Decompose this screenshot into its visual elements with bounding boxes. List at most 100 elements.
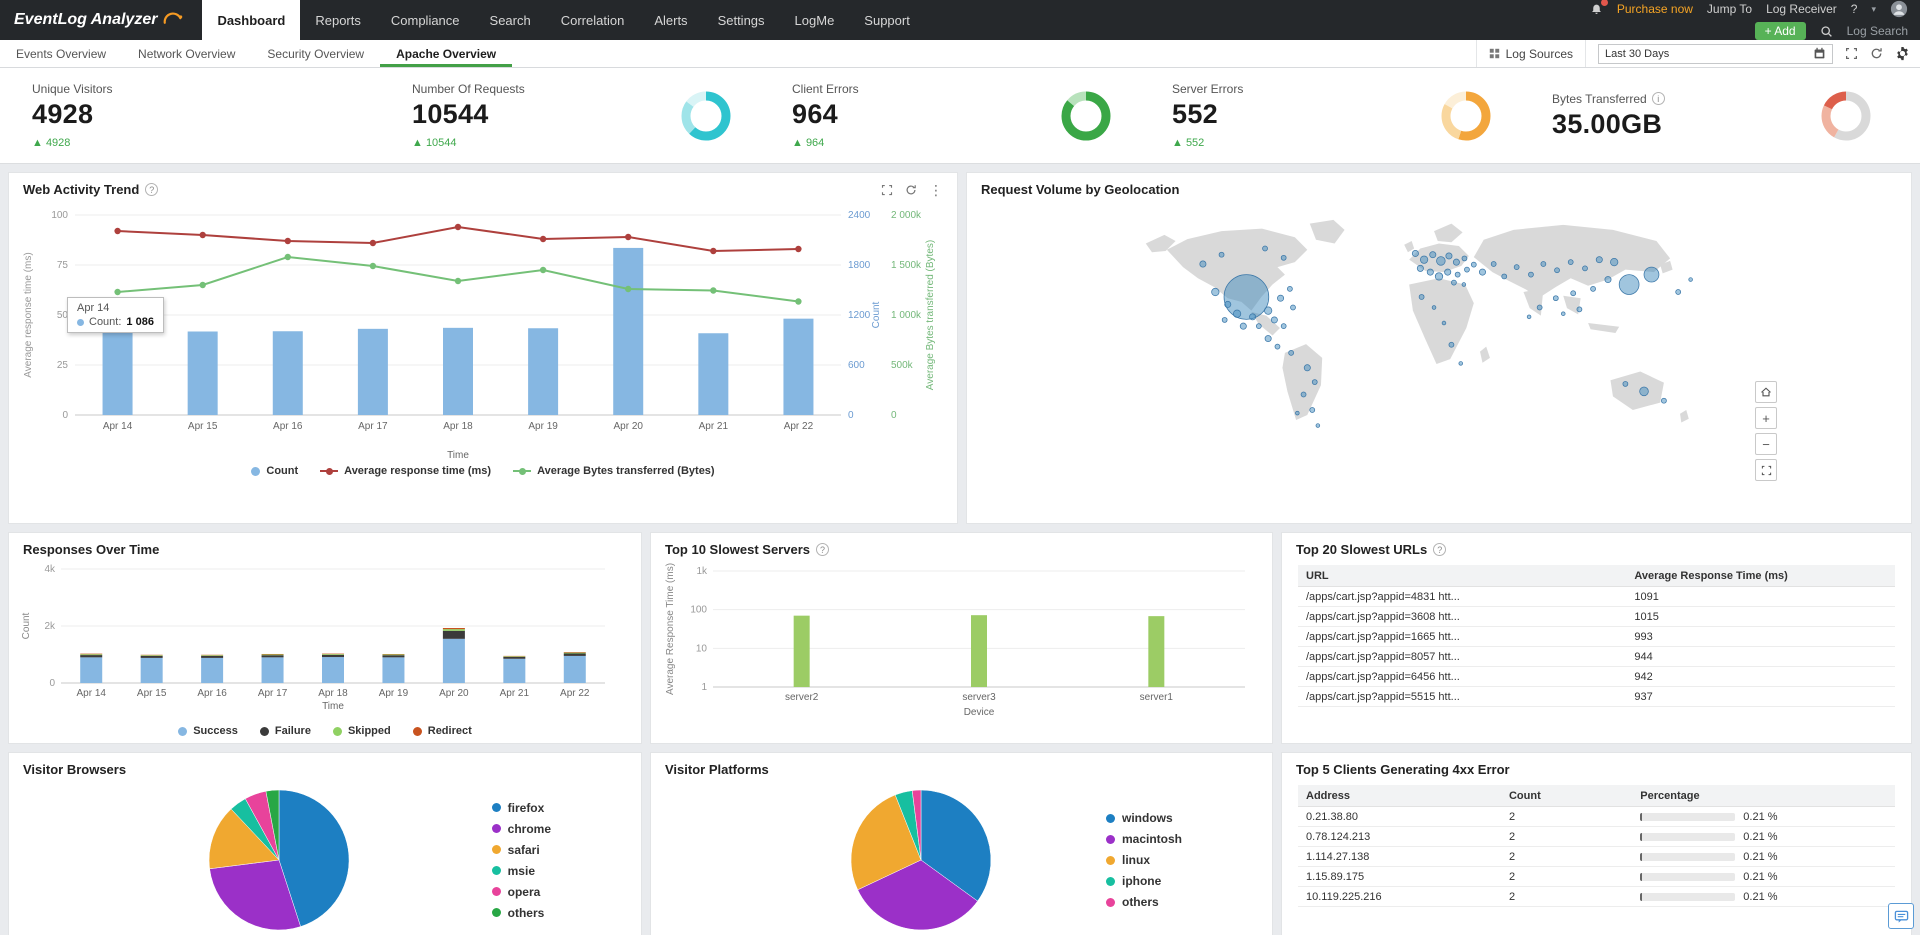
maximize-icon[interactable] [881, 184, 893, 196]
svg-text:Average Response Time (ms): Average Response Time (ms) [665, 563, 676, 695]
nav-item-logme[interactable]: LogMe [794, 12, 835, 28]
calendar-icon[interactable] [1813, 47, 1826, 60]
log-search-link[interactable]: Log Search [1846, 24, 1908, 38]
client-table-row[interactable]: 1.15.89.175 2 0.21 % [1298, 867, 1895, 887]
legend-item-chrome[interactable]: chrome [491, 822, 551, 836]
legend-item-macintosh[interactable]: macintosh [1105, 832, 1182, 846]
legend-item-success[interactable]: Success [178, 725, 238, 737]
feedback-chat-button[interactable] [1888, 903, 1914, 929]
map-fit-button[interactable] [1755, 459, 1777, 481]
stat-delta: ▲ 552 [1172, 137, 1205, 149]
tab-network-overview[interactable]: Network Overview [138, 46, 236, 61]
stat-label: Unique Visitors [32, 82, 113, 96]
stat-value: 552 [1172, 99, 1218, 129]
legend-item-msie[interactable]: msie [491, 864, 551, 878]
add-button[interactable]: + Add [1754, 22, 1806, 40]
gear-icon[interactable] [1895, 46, 1910, 61]
legend-item-skipped[interactable]: Skipped [332, 725, 391, 737]
svg-text:1k: 1k [696, 566, 708, 577]
nav-item-search[interactable]: Search [489, 12, 531, 28]
svg-text:1200: 1200 [848, 310, 871, 321]
legend-item-firefox[interactable]: firefox [491, 801, 551, 815]
legend-item-failure[interactable]: Failure [259, 725, 311, 737]
percentage-value: 0.21 % [1743, 870, 1778, 883]
question-icon[interactable]: ? [816, 543, 829, 556]
info-icon[interactable]: i [1651, 92, 1665, 105]
legend-item-opera[interactable]: opera [491, 885, 551, 899]
nav-item-correlation[interactable]: Correlation [560, 12, 625, 28]
fullscreen-icon[interactable] [1845, 47, 1858, 60]
legend-item-safari[interactable]: safari [491, 843, 551, 857]
log-sources-button[interactable]: Log Sources [1475, 40, 1586, 67]
responses-legend: Success Failure Skipped Redirect [9, 725, 641, 737]
nav-item-dashboard[interactable]: Dashboard [202, 0, 301, 40]
legend-item-iphone[interactable]: iphone [1105, 874, 1182, 888]
panel-title: Visitor Platforms [665, 762, 769, 777]
stat-client-errors: Client Errors 964 ▲ 964 [770, 68, 1150, 163]
tab-events-overview[interactable]: Events Overview [16, 46, 107, 61]
search-icon[interactable] [1820, 25, 1833, 38]
client-table-row[interactable]: 0.78.124.213 2 0.21 % [1298, 827, 1895, 847]
tab-security-overview[interactable]: Security Overview [267, 46, 365, 61]
bell-icon[interactable] [1590, 0, 1608, 16]
svg-text:Apr 15: Apr 15 [188, 421, 218, 432]
svg-text:Count: Count [21, 612, 32, 639]
kebab-icon[interactable]: ⋮ [929, 181, 943, 198]
stat-label: Bytes Transferred i [1552, 92, 1665, 106]
tooltip-series-dot [77, 318, 84, 326]
nav-item-alerts[interactable]: Alerts [654, 12, 688, 28]
refresh-icon[interactable] [1870, 47, 1883, 60]
map-zoom-out-button[interactable]: − [1755, 433, 1777, 455]
tab-apache-overview[interactable]: Apache Overview [380, 40, 512, 67]
geolocation-map[interactable] [967, 205, 1911, 497]
map-zoom-in-button[interactable]: + [1755, 407, 1777, 429]
nav-item-support[interactable]: Support [864, 12, 910, 28]
panel-clients-4xx-error: Top 5 Clients Generating 4xx Error Addre… [1281, 752, 1912, 935]
url-table-row[interactable]: /apps/cart.jsp?appid=5515 htt... 937 [1298, 687, 1895, 707]
legend-item-others[interactable]: others [1105, 895, 1182, 909]
visitor-browsers-pie [204, 785, 354, 935]
legend-item-average-response-time-ms[interactable]: Average response time (ms) [320, 465, 491, 477]
question-icon[interactable]: ? [145, 183, 159, 196]
svg-text:50: 50 [57, 310, 69, 321]
url-table-row[interactable]: /apps/cart.jsp?appid=6456 htt... 942 [1298, 667, 1895, 687]
nav-item-settings[interactable]: Settings [717, 12, 765, 28]
purchase-now-link[interactable]: Purchase now [1616, 2, 1693, 16]
legend-item-others[interactable]: others [491, 906, 551, 920]
url-table-row[interactable]: /apps/cart.jsp?appid=4831 htt... 1091 [1298, 587, 1895, 607]
stat-value: 10544 [412, 99, 489, 129]
nav-item-reports[interactable]: Reports [315, 12, 361, 28]
url-table-row[interactable]: /apps/cart.jsp?appid=8057 htt... 944 [1298, 647, 1895, 667]
stat-delta: ▲ 10544 [412, 137, 457, 149]
panel-web-activity-trend: Web Activity Trend ? ⋮ 0 25 50 75 100 0 600 120… [8, 172, 958, 524]
svg-text:server2: server2 [785, 692, 819, 703]
refresh-icon[interactable] [905, 184, 917, 196]
map-home-button[interactable] [1755, 381, 1777, 403]
url-table-row[interactable]: /apps/cart.jsp?appid=1665 htt... 993 [1298, 627, 1895, 647]
legend-item-windows[interactable]: windows [1105, 811, 1182, 825]
svg-text:Apr 21: Apr 21 [500, 688, 530, 699]
app-logo[interactable]: EventLog Analyzer [0, 0, 198, 40]
period-select[interactable]: Last 30 Days [1598, 43, 1833, 64]
help-menu[interactable]: ? [1850, 2, 1858, 16]
log-receiver-link[interactable]: Log Receiver [1766, 2, 1837, 16]
question-icon[interactable]: ? [1433, 543, 1447, 556]
client-table-row[interactable]: 10.119.225.216 2 0.21 % [1298, 887, 1895, 907]
user-avatar[interactable] [1890, 0, 1908, 18]
dashboard-tabs: Events Overview Network Overview Security … [0, 40, 512, 67]
client-table-row[interactable]: 0.21.38.80 2 0.21 % [1298, 807, 1895, 827]
svg-text:Average Bytes transferred (Byt: Average Bytes transferred (Bytes) [925, 240, 936, 390]
client-table-row[interactable]: 1.114.27.138 2 0.21 % [1298, 847, 1895, 867]
visitor-browsers-legend: firefox chrome safari msie opera others [491, 801, 551, 920]
nav-item-compliance[interactable]: Compliance [390, 12, 460, 28]
panel-slowest-urls: Top 20 Slowest URLs ? URL Average Respons… [1281, 532, 1912, 744]
legend-item-redirect[interactable]: Redirect [412, 725, 472, 737]
url-table-row[interactable]: /apps/cart.jsp?appid=3608 htt... 1015 [1298, 607, 1895, 627]
svg-text:4k: 4k [44, 564, 56, 575]
jump-to-link[interactable]: Jump To [1706, 2, 1753, 16]
table-header: URL Average Response Time (ms) [1298, 565, 1895, 587]
svg-text:server1: server1 [1140, 692, 1174, 703]
legend-item-count[interactable]: Count [251, 465, 298, 477]
legend-item-average-bytes-transferred-bytes[interactable]: Average Bytes transferred (Bytes) [513, 465, 715, 477]
legend-item-linux[interactable]: linux [1105, 853, 1182, 867]
